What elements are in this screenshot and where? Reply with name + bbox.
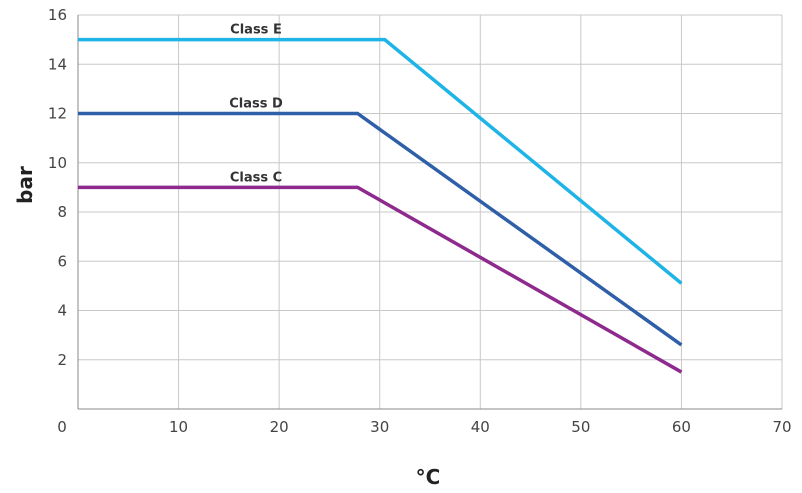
series-label-class-e: Class E	[230, 23, 282, 38]
x-tick-label: 20	[270, 418, 289, 436]
series-lines	[78, 37, 683, 374]
grid	[78, 14, 783, 409]
y-axis-title: bar	[13, 166, 37, 204]
y-tick-label: 12	[48, 105, 67, 123]
y-tick-labels: 2 4 6 8 10 12 14 16	[48, 6, 67, 369]
series-line-class-d	[78, 111, 683, 347]
axes	[77, 15, 782, 410]
x-tick-labels: 0 10 20 30 40 50 60 70	[57, 418, 791, 436]
x-tick-label: 0	[57, 418, 67, 436]
y-tick-label: 16	[48, 6, 67, 24]
series-line-class-c	[78, 185, 683, 374]
x-tick-label: 40	[471, 418, 490, 436]
series-labels: Class E Class D Class C	[229, 23, 283, 186]
x-tick-label: 70	[772, 418, 791, 436]
series-label-class-c: Class C	[230, 170, 282, 185]
x-tick-label: 60	[672, 418, 691, 436]
series-line-class-e	[78, 37, 683, 285]
x-tick-label: 30	[370, 418, 389, 436]
x-axis-title: °C	[416, 465, 441, 489]
y-tick-label: 6	[57, 252, 67, 270]
y-tick-label: 10	[48, 154, 67, 172]
x-tick-label: 50	[571, 418, 590, 436]
x-tick-label: 10	[169, 418, 188, 436]
y-tick-label: 8	[57, 203, 67, 221]
y-tick-label: 4	[57, 302, 67, 320]
y-tick-label: 2	[57, 351, 67, 369]
y-tick-label: 14	[48, 55, 67, 73]
series-label-class-d: Class D	[229, 97, 283, 112]
